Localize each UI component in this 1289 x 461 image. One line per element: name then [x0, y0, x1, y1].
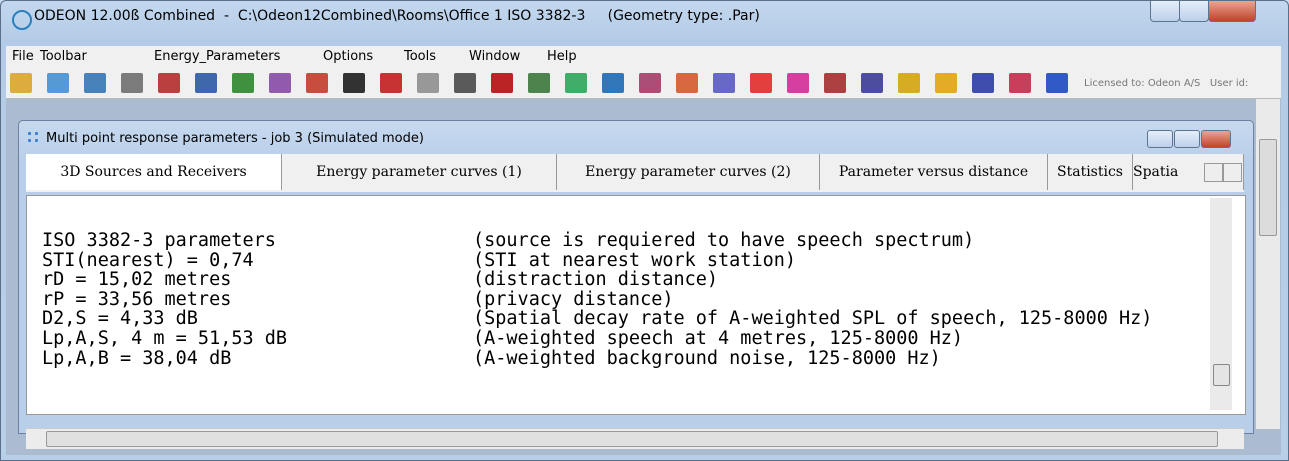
toolbar-button[interactable]	[380, 73, 402, 93]
text-line: D2,S = 4,33 dB	[42, 308, 198, 330]
text-line: (privacy distance)	[473, 288, 674, 310]
toolbar-button[interactable]	[935, 73, 957, 93]
toolbar-button[interactable]	[861, 73, 883, 93]
toolbar-button[interactable]	[713, 73, 735, 93]
toolbar-button[interactable]	[84, 73, 106, 93]
toolbar-button[interactable]	[47, 73, 69, 93]
toolbar-button[interactable]	[417, 73, 439, 93]
window-title: ODEON 12.00ß Combined - C:\Odeon12Combin…	[34, 8, 760, 24]
toolbar-button[interactable]	[565, 73, 587, 93]
child-maximize[interactable]	[1174, 130, 1200, 148]
menu-item[interactable]: File	[12, 49, 34, 64]
toolbar-button[interactable]	[195, 73, 217, 93]
license-text: Licensed to: Odeon A/S User id:	[1084, 78, 1249, 89]
toolbar-button[interactable]	[158, 73, 180, 93]
text-line: (A-weighted background noise, 125-8000 H…	[473, 347, 941, 369]
text-line: Lp,A,B = 38,04 dB	[42, 347, 232, 369]
tab[interactable]: 3D Sources and Receivers	[26, 154, 282, 190]
maximize-button[interactable]	[1179, 1, 1209, 22]
toolbar-button[interactable]	[602, 73, 624, 93]
vertical-scrollbar[interactable]	[1256, 99, 1280, 429]
text-line: (distraction distance)	[473, 269, 719, 291]
menu-item[interactable]: Tools	[404, 49, 437, 64]
toolbar: Licensed to: Odeon A/S User id:	[6, 68, 1281, 99]
menu-item[interactable]: Energy_Parameters	[154, 49, 281, 64]
tab[interactable]: Energy parameter curves (2)	[557, 154, 820, 190]
text-scrollbar[interactable]	[1210, 198, 1232, 410]
toolbar-button[interactable]	[454, 73, 476, 93]
toolbar-button[interactable]	[1009, 73, 1031, 93]
menu-bar: File Toolbar Energy_Parameters Options Tools…	[6, 46, 1281, 68]
text-line: (source is requiered to have speech spec…	[473, 230, 975, 251]
tab-strip: 3D Sources and Receivers Energy parameter…	[26, 154, 1244, 192]
menu-item[interactable]: Help	[547, 49, 577, 64]
menu-item[interactable]: Window	[469, 49, 521, 64]
text-line: rP = 33,56 metres	[42, 288, 232, 310]
toolbar-button[interactable]	[824, 73, 846, 93]
text-line: (A-weighted speech at 4 metres, 125-8000…	[473, 328, 964, 349]
tab-scroll-right[interactable]	[1223, 163, 1242, 182]
text-line: ISO 3382-3 parameters	[42, 230, 276, 251]
app-icon	[12, 10, 32, 30]
toolbar-button[interactable]	[676, 73, 698, 93]
toolbar-button[interactable]	[343, 73, 365, 93]
toolbar-button[interactable]	[306, 73, 328, 93]
child-close[interactable]	[1201, 130, 1231, 148]
text-output: ISO 3382-3 parameters (source is requiere…	[26, 195, 1246, 415]
tab[interactable]: Spatia	[1133, 154, 1244, 190]
tab-scroll-left[interactable]	[1204, 163, 1223, 182]
minimize-button[interactable]	[1150, 1, 1180, 22]
toolbar-button[interactable]	[269, 73, 291, 93]
text-line: (STI at nearest work station)	[473, 249, 797, 271]
menu-item[interactable]: Toolbar	[40, 49, 87, 64]
tab[interactable]: Parameter versus distance	[820, 154, 1048, 190]
menu-item[interactable]: Options	[323, 49, 374, 64]
toolbar-button[interactable]	[491, 73, 513, 93]
tab[interactable]: Energy parameter curves (1)	[282, 154, 557, 190]
toolbar-button[interactable]	[639, 73, 661, 93]
toolbar-button[interactable]	[1046, 73, 1068, 93]
horizontal-scrollbar[interactable]	[26, 428, 1244, 449]
toolbar-button[interactable]	[787, 73, 809, 93]
toolbar-button[interactable]	[232, 73, 254, 93]
toolbar-button[interactable]	[121, 73, 143, 93]
text-line: rD = 15,02 metres	[42, 269, 232, 291]
toolbar-button[interactable]	[972, 73, 994, 93]
close-button[interactable]	[1208, 1, 1256, 22]
toolbar-button[interactable]	[750, 73, 772, 93]
child-icon	[26, 130, 40, 144]
toolbar-button[interactable]	[10, 73, 32, 93]
text-line: Lp,A,S, 4 m = 51,53 dB	[42, 328, 288, 349]
toolbar-button[interactable]	[898, 73, 920, 93]
child-minimize[interactable]	[1147, 130, 1173, 148]
toolbar-button[interactable]	[528, 73, 550, 93]
text-line: (Spatial decay rate of A-weighted SPL of…	[473, 308, 1153, 330]
tab[interactable]: Statistics	[1048, 154, 1133, 190]
child-title: Multi point response parameters - job 3 …	[46, 131, 424, 146]
text-line: STI(nearest) = 0,74	[42, 249, 254, 271]
